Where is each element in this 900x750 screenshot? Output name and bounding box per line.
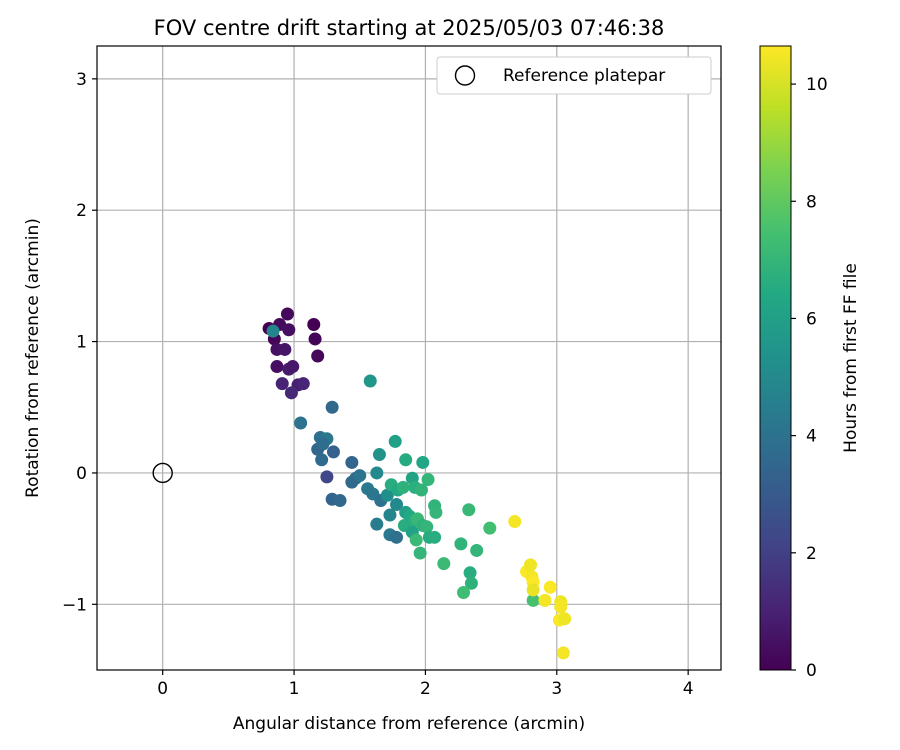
data-point <box>345 455 359 469</box>
y-tick-label: 2 <box>76 201 87 221</box>
data-points <box>262 307 572 660</box>
data-point <box>316 437 330 451</box>
data-point <box>508 515 522 529</box>
colorbar-tick-label: 6 <box>806 309 817 329</box>
data-point <box>416 455 430 469</box>
data-point <box>284 386 298 400</box>
colorbar-tick-label: 2 <box>806 544 817 564</box>
colorbar-tick-label: 4 <box>806 427 817 447</box>
data-point <box>315 453 329 467</box>
data-point <box>556 646 570 660</box>
data-point <box>270 360 284 374</box>
data-point <box>333 494 347 508</box>
data-point <box>483 521 497 535</box>
colorbar: 0 2 4 6 8 10 Hours from first FF file <box>759 45 861 681</box>
data-point <box>454 537 468 551</box>
x-tick-label: 3 <box>551 679 562 699</box>
y-tick-label: 0 <box>76 464 87 484</box>
data-point <box>421 473 435 487</box>
data-point <box>414 483 428 497</box>
y-tick-label: 1 <box>76 333 87 353</box>
legend-box <box>436 56 712 95</box>
y-tick-label: −1 <box>62 595 87 615</box>
data-point <box>311 349 325 363</box>
x-tick-label: 2 <box>420 679 431 699</box>
data-point <box>543 580 557 594</box>
data-point <box>278 342 292 356</box>
data-point <box>457 585 471 599</box>
colorbar-gradient <box>759 45 792 671</box>
data-point <box>325 400 339 414</box>
legend-marker-icon <box>454 65 476 86</box>
plot-frame <box>96 45 722 671</box>
colorbar-tick-label: 10 <box>806 75 828 95</box>
data-point <box>420 520 434 534</box>
data-point <box>280 307 294 321</box>
data-point <box>464 576 478 590</box>
data-point <box>428 530 442 544</box>
data-point <box>390 497 404 511</box>
y-tick-label: 3 <box>76 70 87 90</box>
data-point <box>558 612 572 626</box>
data-point <box>390 530 404 544</box>
data-point <box>462 503 476 517</box>
x-axis-label: Angular distance from reference (arcmin) <box>233 714 585 734</box>
data-point <box>429 505 443 519</box>
colorbar-ticks: 0 2 4 6 8 10 <box>791 75 828 681</box>
data-point <box>296 377 310 391</box>
data-point <box>353 469 367 483</box>
data-point <box>380 488 394 502</box>
x-tick-label: 0 <box>157 679 168 699</box>
data-point <box>275 377 289 391</box>
colorbar-tick-label: 0 <box>806 661 817 681</box>
data-point <box>524 558 538 572</box>
data-point <box>526 583 540 597</box>
data-point <box>282 323 296 337</box>
data-point <box>470 543 484 557</box>
data-point <box>413 546 427 560</box>
y-axis-label: Rotation from reference (arcmin) <box>23 218 43 498</box>
data-point <box>294 416 308 430</box>
data-point <box>307 318 321 332</box>
colorbar-label: Hours from first FF file <box>841 263 861 453</box>
data-point <box>383 508 397 522</box>
data-point <box>320 470 334 484</box>
data-point <box>396 480 410 494</box>
x-axis-ticks: 0 1 2 3 4 <box>157 670 694 699</box>
chart-title: FOV centre drift starting at 2025/05/03 … <box>154 16 665 40</box>
legend-entry-reference-platepar: Reference platepar <box>503 66 665 86</box>
data-point <box>286 360 300 374</box>
x-tick-label: 4 <box>683 679 694 699</box>
data-point <box>370 517 384 531</box>
data-point <box>308 332 322 346</box>
data-point <box>463 566 477 580</box>
reference-platepar-marker <box>152 462 173 484</box>
data-point <box>372 448 386 462</box>
data-point <box>554 600 568 614</box>
plot-background <box>97 46 721 670</box>
data-point <box>266 324 280 338</box>
data-point <box>399 453 413 467</box>
colorbar-tick-label: 8 <box>806 192 817 212</box>
data-point <box>326 445 340 459</box>
y-axis-ticks: −1 0 1 2 3 <box>62 70 97 615</box>
plot-area: 0 1 2 3 4 −1 0 1 2 3 <box>62 45 722 699</box>
data-point <box>526 593 540 607</box>
data-point <box>409 533 423 547</box>
x-tick-label: 1 <box>289 679 300 699</box>
data-point <box>370 466 384 480</box>
legend: Reference platepar <box>436 56 712 95</box>
data-point <box>363 374 377 388</box>
data-point <box>388 434 402 448</box>
data-point <box>538 593 552 607</box>
data-point <box>437 557 451 571</box>
